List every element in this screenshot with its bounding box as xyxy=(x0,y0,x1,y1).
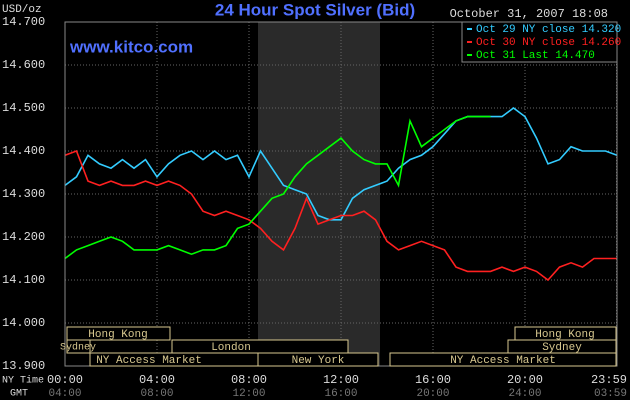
y-tick-label: 14.700 xyxy=(2,15,45,29)
legend-entry: Oct 31 Last 14.470 xyxy=(476,50,595,62)
y-unit: USD/oz xyxy=(2,4,42,16)
ny-session-shade xyxy=(258,22,380,366)
gmt-tick-label: 04:00 xyxy=(48,388,81,400)
session-label: London xyxy=(211,342,251,354)
x-tick-label: 08:00 xyxy=(231,373,267,387)
y-tick-label: 14.400 xyxy=(2,144,45,158)
legend-entry: Oct 29 NY close 14.320 xyxy=(476,24,621,36)
session-box xyxy=(66,326,171,341)
x-tick-label: 16:00 xyxy=(415,373,451,387)
session-box xyxy=(66,339,91,354)
series-line xyxy=(64,115,491,260)
gmt-tick-label: 12:00 xyxy=(232,388,265,400)
session-label: Sydney xyxy=(60,342,96,354)
ny-time-label: NY Time xyxy=(2,375,44,387)
chart-date: October 31, 2007 18:08 xyxy=(450,7,608,21)
legend-box xyxy=(461,21,618,63)
y-tick-label: 14.600 xyxy=(2,58,45,72)
series-line xyxy=(64,149,617,282)
session-label: NY Access Market xyxy=(96,355,202,367)
session-label: Hong Kong xyxy=(88,329,147,341)
gmt-label: GMT xyxy=(10,389,28,400)
session-label: NY Access Market xyxy=(450,355,556,367)
lines xyxy=(64,107,618,282)
session-box xyxy=(257,352,379,367)
x-tick-label: 23:59 xyxy=(591,373,627,387)
session-box xyxy=(171,339,349,354)
website: www.kitco.com xyxy=(69,37,193,56)
chart-title: 24 Hour Spot Silver (Bid) xyxy=(215,0,415,19)
legend-entry: Oct 30 NY close 14.260 xyxy=(476,37,621,49)
gmt-tick-label: 20:00 xyxy=(416,388,449,400)
y-tick-label: 14.300 xyxy=(2,187,45,201)
gmt-tick-label: 08:00 xyxy=(140,388,173,400)
y-tick-label: 14.200 xyxy=(2,230,45,244)
gmt-tick-label: 24:00 xyxy=(508,388,541,400)
x-tick-label: 20:00 xyxy=(507,373,543,387)
session-box xyxy=(389,352,617,367)
gmt-tick-label: 03:59 xyxy=(594,388,627,400)
x-tick-label: 00:00 xyxy=(47,373,83,387)
series-line xyxy=(64,107,618,221)
y-tick-label: 13.900 xyxy=(2,359,45,373)
gmt-tick-label: 16:00 xyxy=(324,388,357,400)
session-label: Sydney xyxy=(542,342,582,354)
x-tick-label: 04:00 xyxy=(139,373,175,387)
y-tick-label: 14.000 xyxy=(2,316,45,330)
x-tick-label: 12:00 xyxy=(323,373,359,387)
session-label: Hong Kong xyxy=(535,329,594,341)
session-label: New York xyxy=(292,355,345,367)
y-tick-label: 14.100 xyxy=(2,273,45,287)
y-tick-label: 14.500 xyxy=(2,101,45,115)
